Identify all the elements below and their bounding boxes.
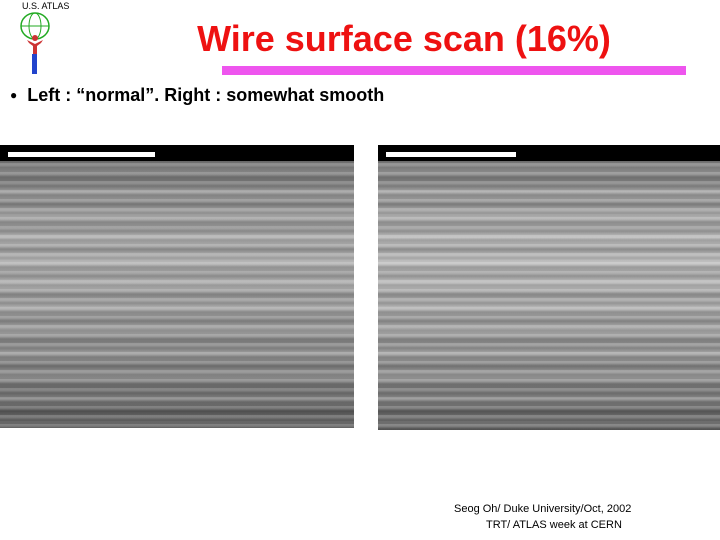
sem-image-left xyxy=(0,145,354,428)
scale-bar xyxy=(386,152,516,157)
logo xyxy=(20,12,50,74)
bullet-text: Left : “normal”. Right : somewhat smooth xyxy=(27,85,385,105)
slide-title: Wire surface scan (16%) xyxy=(197,18,611,59)
footer-text: Seog Oh/ Duke University/Oct, 2002 xyxy=(454,503,632,515)
footer-text: TRT/ ATLAS week at CERN xyxy=(486,519,622,531)
bullet: ● Left : “normal”. Right : somewhat smoot… xyxy=(10,85,385,105)
image-band xyxy=(378,145,720,161)
image-band xyxy=(0,145,354,161)
scale-bar xyxy=(8,152,155,157)
logo-text: U.S. ATLAS xyxy=(22,1,70,11)
sem-image-right xyxy=(378,145,720,430)
title-rule xyxy=(222,66,686,75)
